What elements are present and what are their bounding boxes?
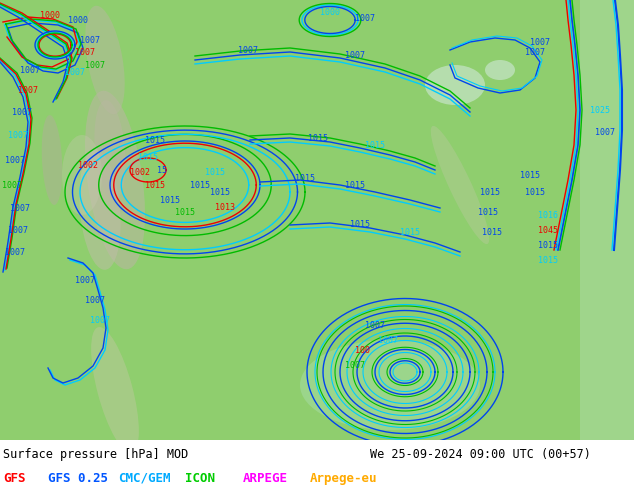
Text: 1007: 1007 [5, 247, 25, 256]
Text: 100: 100 [354, 345, 370, 354]
Text: 1015: 1015 [308, 133, 328, 143]
Text: 1007: 1007 [378, 336, 398, 344]
Text: 1007: 1007 [80, 35, 100, 45]
Text: 1000: 1000 [320, 7, 340, 17]
Ellipse shape [485, 60, 515, 80]
Ellipse shape [86, 6, 125, 114]
Text: ARPEGE: ARPEGE [243, 471, 288, 485]
Text: 1013: 1013 [215, 202, 235, 212]
Text: 1045: 1045 [538, 225, 558, 235]
Text: 1007: 1007 [525, 48, 545, 56]
Text: 1015: 1015 [478, 207, 498, 217]
Text: GFS: GFS [3, 471, 25, 485]
Text: 1007: 1007 [10, 203, 30, 213]
Text: 1015: 1015 [400, 227, 420, 237]
Text: 1007: 1007 [90, 316, 110, 324]
Text: 1007: 1007 [75, 48, 95, 56]
Ellipse shape [62, 135, 102, 215]
Text: 1007: 1007 [5, 155, 25, 165]
Text: 1015: 1015 [480, 188, 500, 196]
Text: 1002: 1002 [78, 161, 98, 170]
Text: 1007: 1007 [2, 180, 22, 190]
Text: 1007: 1007 [365, 320, 385, 329]
Text: 1015: 1015 [365, 141, 385, 149]
Text: 1016: 1016 [538, 211, 558, 220]
Text: 1015: 1015 [145, 180, 165, 190]
Text: 1007: 1007 [8, 130, 28, 140]
Text: 1015: 1015 [482, 227, 502, 237]
Text: 1015: 1015 [175, 207, 195, 217]
Text: 1007: 1007 [85, 60, 105, 70]
Text: 1015: 1015 [205, 168, 225, 176]
Ellipse shape [94, 100, 126, 200]
Ellipse shape [85, 91, 145, 269]
Ellipse shape [425, 65, 485, 105]
Text: Surface pressure [hPa] MOD: Surface pressure [hPa] MOD [3, 447, 188, 461]
Text: 1015: 1015 [538, 255, 558, 265]
Ellipse shape [79, 150, 120, 270]
Text: 1007: 1007 [595, 127, 615, 137]
Text: 1000: 1000 [40, 10, 60, 20]
Text: 1007: 1007 [12, 107, 32, 117]
Text: 1000: 1000 [68, 16, 88, 24]
Text: 1007: 1007 [8, 225, 28, 235]
Text: 15: 15 [157, 166, 167, 174]
Text: 1015: 1015 [190, 180, 210, 190]
Text: 1002: 1002 [130, 168, 150, 176]
Text: 1007: 1007 [345, 50, 365, 59]
Text: ICON: ICON [185, 471, 215, 485]
Text: 1015: 1015 [350, 220, 370, 228]
Text: 1007: 1007 [238, 46, 258, 54]
Text: 1007: 1007 [355, 14, 375, 23]
Text: 1007: 1007 [20, 66, 40, 74]
Text: 1015: 1015 [538, 241, 558, 249]
Text: 1007: 1007 [65, 68, 85, 76]
Text: 1007: 1007 [530, 38, 550, 47]
Ellipse shape [300, 340, 480, 430]
Text: 1007: 1007 [345, 361, 365, 369]
Text: 1007: 1007 [75, 275, 95, 285]
Text: 1015: 1015 [210, 188, 230, 196]
Ellipse shape [91, 327, 139, 453]
Ellipse shape [42, 115, 62, 205]
Text: 1015: 1015 [138, 152, 158, 162]
Text: 1015: 1015 [295, 173, 315, 182]
Text: 1015: 1015 [525, 188, 545, 196]
Text: 1015: 1015 [145, 136, 165, 145]
Ellipse shape [430, 126, 489, 244]
Text: 1015: 1015 [160, 196, 180, 204]
Text: 1015: 1015 [520, 171, 540, 179]
Text: 1025: 1025 [590, 105, 610, 115]
Bar [580, 0, 634, 440]
Text: CMC/GEM: CMC/GEM [118, 471, 171, 485]
Text: GFS 0.25: GFS 0.25 [48, 471, 108, 485]
Text: 1015: 1015 [345, 180, 365, 190]
Text: 1007: 1007 [18, 85, 38, 95]
Text: We 25-09-2024 09:00 UTC (00+57): We 25-09-2024 09:00 UTC (00+57) [370, 447, 591, 461]
Text: Arpege-eu: Arpege-eu [310, 471, 377, 485]
Text: 1007: 1007 [85, 295, 105, 304]
